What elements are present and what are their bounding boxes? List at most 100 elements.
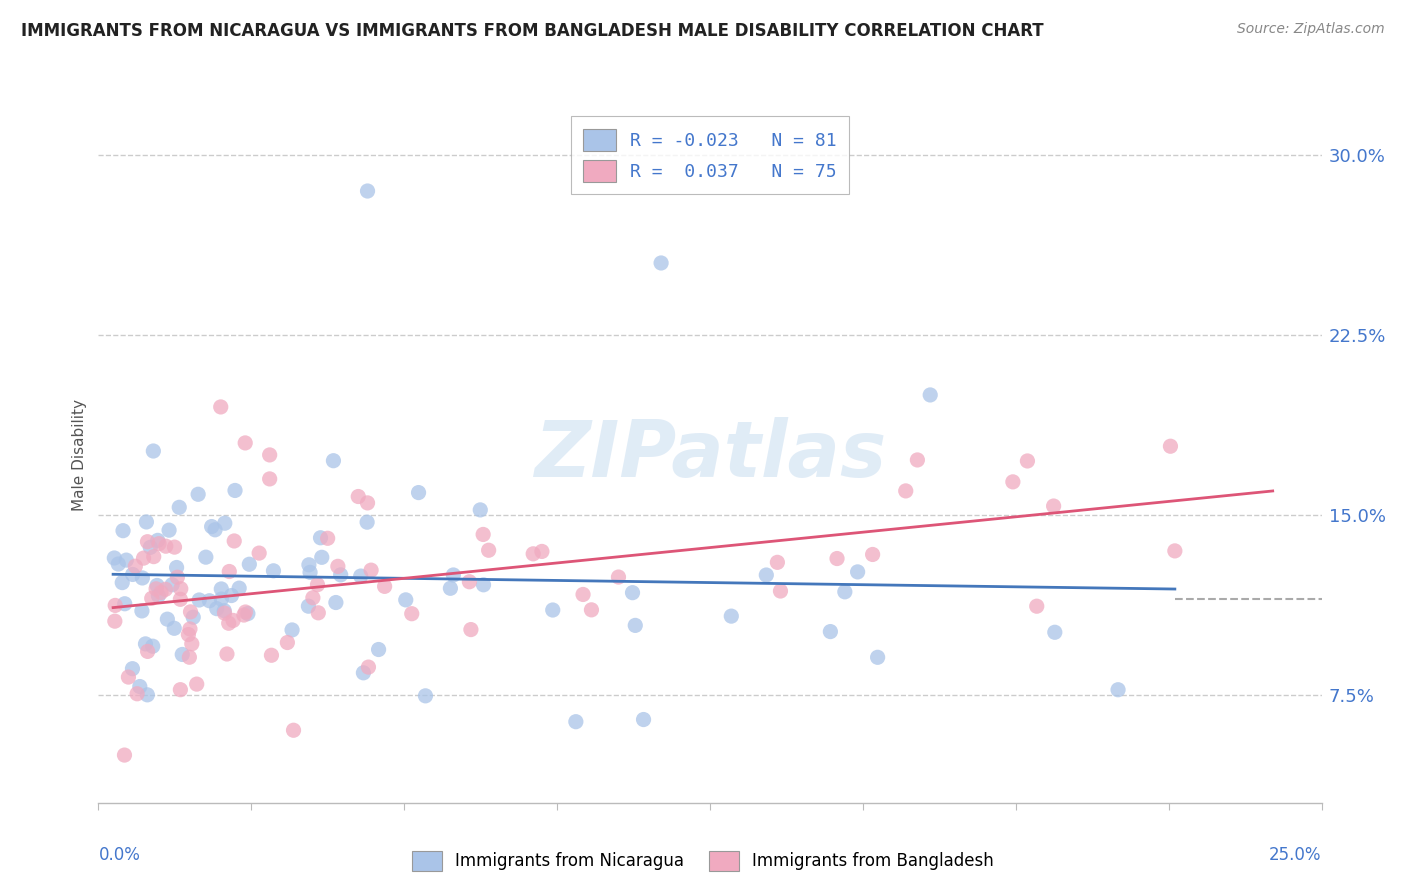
Point: [103, 551, 125, 566]
Point: [181, 610, 204, 624]
Point: [148, 536, 170, 550]
Text: 0.0%: 0.0%: [98, 846, 141, 864]
Point: [581, 603, 603, 617]
Point: [156, 612, 179, 626]
Point: [329, 567, 352, 582]
Point: [201, 519, 224, 533]
Point: [834, 584, 856, 599]
Point: [205, 601, 228, 615]
Point: [107, 557, 129, 571]
Point: [157, 523, 180, 537]
Point: [472, 527, 495, 541]
Point: [283, 723, 305, 738]
Point: [127, 687, 149, 701]
Point: [177, 627, 200, 641]
Point: [1042, 499, 1064, 513]
Point: [187, 487, 209, 501]
Point: [247, 546, 270, 560]
Point: [146, 578, 169, 592]
Point: [458, 574, 481, 589]
Point: [131, 604, 153, 618]
Point: [624, 618, 647, 632]
Point: [179, 622, 201, 636]
Point: [221, 589, 243, 603]
Point: [260, 648, 283, 663]
Point: [148, 589, 170, 603]
Point: [128, 680, 150, 694]
Point: [115, 553, 138, 567]
Point: [163, 621, 186, 635]
Point: [259, 472, 281, 486]
Point: [104, 599, 127, 613]
Point: [194, 550, 217, 565]
Point: [180, 637, 202, 651]
Point: [224, 483, 246, 498]
Point: [131, 571, 153, 585]
Point: [233, 436, 256, 450]
Point: [347, 490, 370, 504]
Point: [169, 592, 191, 607]
Point: [322, 453, 344, 467]
Point: [541, 603, 564, 617]
Point: [276, 635, 298, 649]
Point: [222, 614, 245, 628]
Y-axis label: Male Disability: Male Disability: [72, 399, 87, 511]
Point: [262, 564, 284, 578]
Point: [311, 550, 333, 565]
Point: [134, 637, 156, 651]
Point: [439, 582, 461, 596]
Point: [166, 570, 188, 584]
Point: [238, 558, 260, 572]
Point: [209, 582, 232, 596]
Point: [460, 623, 482, 637]
Point: [352, 665, 374, 680]
Point: [1001, 475, 1024, 489]
Point: [135, 515, 157, 529]
Point: [572, 587, 595, 601]
Point: [350, 569, 373, 583]
Point: [169, 682, 191, 697]
Point: [470, 503, 492, 517]
Point: [160, 578, 183, 592]
Point: [309, 531, 332, 545]
Point: [766, 555, 789, 569]
Point: [650, 256, 672, 270]
Point: [1164, 544, 1187, 558]
Point: [204, 523, 226, 537]
Text: ZIPatlas: ZIPatlas: [534, 417, 886, 493]
Point: [367, 642, 389, 657]
Point: [866, 650, 889, 665]
Point: [356, 184, 378, 198]
Text: IMMIGRANTS FROM NICARAGUA VS IMMIGRANTS FROM BANGLADESH MALE DISABILITY CORRELAT: IMMIGRANTS FROM NICARAGUA VS IMMIGRANTS …: [21, 22, 1043, 40]
Point: [155, 582, 177, 597]
Point: [307, 578, 329, 592]
Point: [224, 533, 246, 548]
Point: [141, 591, 163, 606]
Point: [415, 689, 437, 703]
Point: [894, 483, 917, 498]
Point: [846, 565, 869, 579]
Point: [297, 599, 319, 614]
Point: [228, 581, 250, 595]
Point: [441, 568, 464, 582]
Point: [214, 516, 236, 531]
Point: [326, 559, 349, 574]
Point: [325, 595, 347, 609]
Point: [218, 616, 240, 631]
Point: [307, 606, 329, 620]
Point: [298, 558, 321, 572]
Point: [209, 592, 232, 607]
Point: [124, 559, 146, 574]
Point: [180, 605, 202, 619]
Point: [755, 568, 778, 582]
Point: [232, 608, 254, 623]
Point: [1043, 625, 1066, 640]
Text: Source: ZipAtlas.com: Source: ZipAtlas.com: [1237, 22, 1385, 37]
Point: [299, 566, 322, 580]
Point: [530, 544, 553, 558]
Point: [374, 579, 396, 593]
Point: [862, 548, 884, 562]
Point: [112, 524, 135, 538]
Point: [769, 584, 792, 599]
Point: [607, 570, 630, 584]
